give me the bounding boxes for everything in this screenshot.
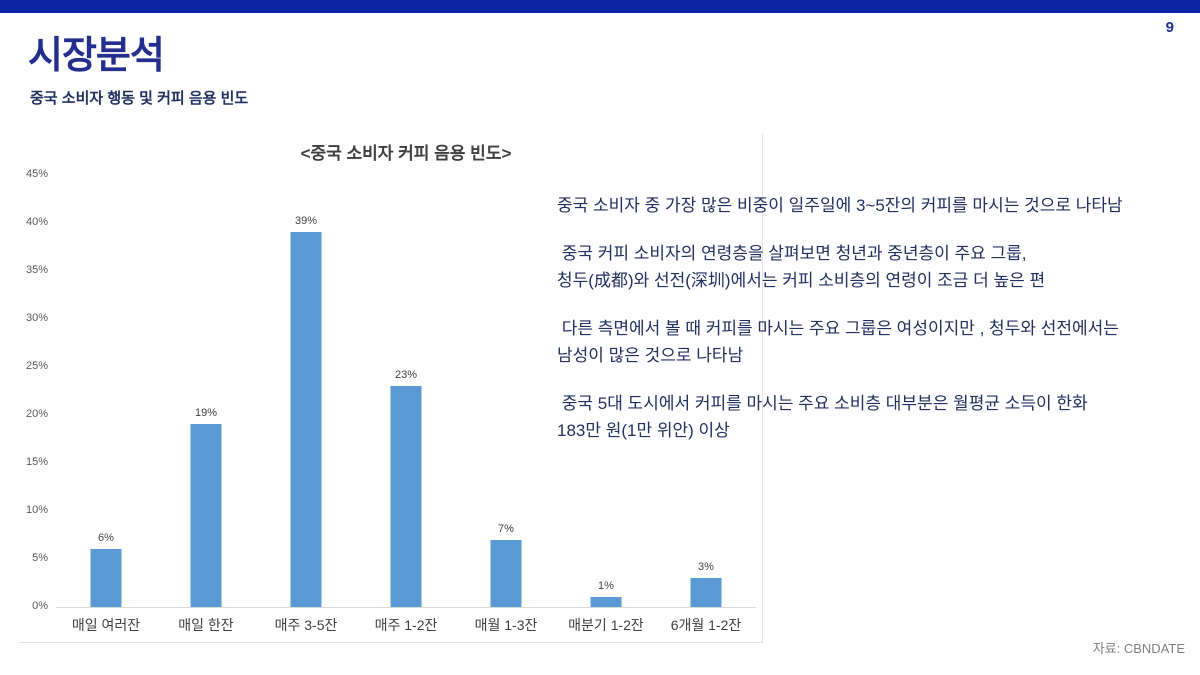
bar-category-cell: 39% xyxy=(256,174,356,607)
bar-category-cell: 6% xyxy=(56,174,156,607)
top-accent-bar xyxy=(0,0,1200,13)
x-axis-label: 매월 1-3잔 xyxy=(474,617,538,633)
slide-title: 시장분석 xyxy=(28,35,165,77)
x-axis-label: 매주 3-5잔 xyxy=(274,617,338,633)
bar-value-label: 23% xyxy=(394,369,418,381)
note-paragraph: 중국 커피 소비자의 연령층을 살펴보면 청년과 중년층이 주요 그룹, 청두(… xyxy=(557,244,1046,290)
y-axis-tick: 15% xyxy=(25,456,48,469)
x-axis-label: 매주 1-2잔 xyxy=(374,617,438,633)
x-axis-label: 6개월 1-2잔 xyxy=(670,617,742,633)
y-axis-tick: 45% xyxy=(25,167,48,180)
notes-block: 중국 소비자 중 가장 많은 비중이 일주일에 3~5잔의 커피를 마시는 것으… xyxy=(557,192,1189,465)
bar-매일 한잔 xyxy=(190,424,222,607)
bar-6개월 1-2잔 xyxy=(690,578,722,607)
bar-value-label: 6% xyxy=(98,532,114,544)
note-paragraph: 중국 소비자 중 가장 많은 비중이 일주일에 3~5잔의 커피를 마시는 것으… xyxy=(557,196,1123,215)
bar-category-cell: 1% xyxy=(556,174,656,607)
bar-value-label: 1% xyxy=(598,580,614,592)
y-axis: 45% 40% 35% 30% 25% 20% 15% 10% 5% 0% xyxy=(0,0,48,675)
x-axis-label: 매일 여러잔 xyxy=(71,617,141,633)
chart-title: <중국 소비자 커피 음용 빈도> xyxy=(300,144,512,163)
y-axis-tick: 40% xyxy=(25,215,48,228)
x-axis-labels: 매일 여러잔 매일 한잔 매주 3-5잔 매주 1-2잔 매월 1-3잔 매분기 1-2잔… xyxy=(56,615,756,635)
chart-frame xyxy=(19,134,763,643)
y-axis-tick: 0% xyxy=(32,600,48,613)
y-axis-tick: 10% xyxy=(25,504,48,517)
note-paragraph: 다른 측면에서 볼 때 커피를 마시는 주요 그룹은 여성이지만 , 청두와 선… xyxy=(557,319,1119,365)
y-axis-tick: 25% xyxy=(25,359,48,372)
bar-category-cell: 7% xyxy=(456,174,556,607)
bar-매주 1-2잔 xyxy=(390,386,422,607)
bar-매월 1-3잔 xyxy=(490,540,522,607)
bar-category-cell: 19% xyxy=(156,174,256,607)
page-number: 9 xyxy=(1165,19,1174,36)
bar-매분기 1-2잔 xyxy=(590,597,622,607)
y-axis-tick: 20% xyxy=(25,408,48,420)
bar-value-label: 7% xyxy=(498,523,514,535)
x-axis-line xyxy=(56,607,756,608)
coffee-frequency-bar-chart: 6% 19% 39% 23% 7% 1% 3% xyxy=(56,174,756,607)
y-axis-tick: 35% xyxy=(25,263,48,276)
y-axis-tick: 5% xyxy=(32,552,48,565)
bar-매일 여러잔 xyxy=(90,549,122,607)
x-axis-label: 매일 한잔 xyxy=(178,617,234,633)
source-credit: 자료: CBNDATE xyxy=(1092,641,1185,656)
note-paragraph: 중국 5대 도시에서 커피를 마시는 주요 소비층 대부분은 월평균 소득이 한… xyxy=(557,394,1088,440)
x-axis-label: 매분기 1-2잔 xyxy=(568,617,644,633)
bar-value-label: 3% xyxy=(698,561,714,573)
bar-category-cell: 3% xyxy=(656,174,756,607)
bar-category-cell: 23% xyxy=(356,174,456,607)
y-axis-tick: 30% xyxy=(25,311,48,324)
bar-value-label: 19% xyxy=(194,407,218,419)
bar-value-label: 39% xyxy=(294,215,318,227)
slide-subtitle: 중국 소비자 행동 및 커피 음용 빈도 xyxy=(30,90,249,107)
bar-매주 3-5잔 xyxy=(290,232,322,607)
